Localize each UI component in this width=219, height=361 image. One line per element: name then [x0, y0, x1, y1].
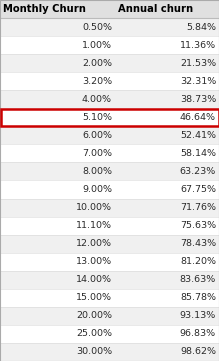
Text: 58.14%: 58.14% — [180, 149, 216, 158]
Bar — [0, 180, 219, 199]
Text: 10.00%: 10.00% — [76, 203, 112, 212]
Text: 32.31%: 32.31% — [180, 77, 216, 86]
Text: 14.00%: 14.00% — [76, 275, 112, 284]
Text: 30.00%: 30.00% — [76, 348, 112, 356]
Text: 93.13%: 93.13% — [180, 312, 216, 320]
Bar — [0, 307, 219, 325]
Text: 13.00%: 13.00% — [76, 257, 112, 266]
Text: 46.64%: 46.64% — [180, 113, 216, 122]
Text: 25.00%: 25.00% — [76, 330, 112, 338]
Bar — [0, 108, 219, 126]
Text: 71.76%: 71.76% — [180, 203, 216, 212]
Bar — [0, 325, 219, 343]
Text: 75.63%: 75.63% — [180, 221, 216, 230]
Text: 8.00%: 8.00% — [82, 167, 112, 176]
Bar — [0, 90, 219, 108]
Bar — [0, 271, 219, 289]
Text: 20.00%: 20.00% — [76, 312, 112, 320]
Bar — [0, 126, 219, 144]
Text: 21.53%: 21.53% — [180, 58, 216, 68]
Bar — [0, 217, 219, 235]
Text: 4.00%: 4.00% — [82, 95, 112, 104]
Text: Monthly Churn: Monthly Churn — [3, 4, 86, 14]
Text: 52.41%: 52.41% — [180, 131, 216, 140]
Text: 11.10%: 11.10% — [76, 221, 112, 230]
Text: 78.43%: 78.43% — [180, 239, 216, 248]
Text: 0.50%: 0.50% — [82, 22, 112, 31]
Text: 96.83%: 96.83% — [180, 330, 216, 338]
Text: 15.00%: 15.00% — [76, 293, 112, 302]
Bar — [0, 72, 219, 90]
Text: 6.00%: 6.00% — [82, 131, 112, 140]
Text: 11.36%: 11.36% — [180, 40, 216, 49]
Text: 9.00%: 9.00% — [82, 185, 112, 194]
Bar — [0, 253, 219, 271]
Bar — [0, 109, 219, 126]
Text: 2.00%: 2.00% — [82, 58, 112, 68]
Text: 7.00%: 7.00% — [82, 149, 112, 158]
Bar — [0, 343, 219, 361]
Bar — [0, 289, 219, 307]
Bar — [0, 18, 219, 36]
Bar — [0, 162, 219, 180]
Bar — [0, 0, 219, 18]
Text: 38.73%: 38.73% — [180, 95, 216, 104]
Text: 67.75%: 67.75% — [180, 185, 216, 194]
Bar — [0, 54, 219, 72]
Text: 63.23%: 63.23% — [180, 167, 216, 176]
Text: 3.20%: 3.20% — [82, 77, 112, 86]
Text: 12.00%: 12.00% — [76, 239, 112, 248]
Bar — [0, 36, 219, 54]
Text: Annual churn: Annual churn — [118, 4, 193, 14]
Bar — [0, 235, 219, 253]
Bar — [0, 199, 219, 217]
Text: 98.62%: 98.62% — [180, 348, 216, 356]
Text: 83.63%: 83.63% — [180, 275, 216, 284]
Text: 81.20%: 81.20% — [180, 257, 216, 266]
Text: 85.78%: 85.78% — [180, 293, 216, 302]
Text: 1.00%: 1.00% — [82, 40, 112, 49]
Text: 5.84%: 5.84% — [186, 22, 216, 31]
Text: 5.10%: 5.10% — [82, 113, 112, 122]
Bar — [0, 144, 219, 162]
